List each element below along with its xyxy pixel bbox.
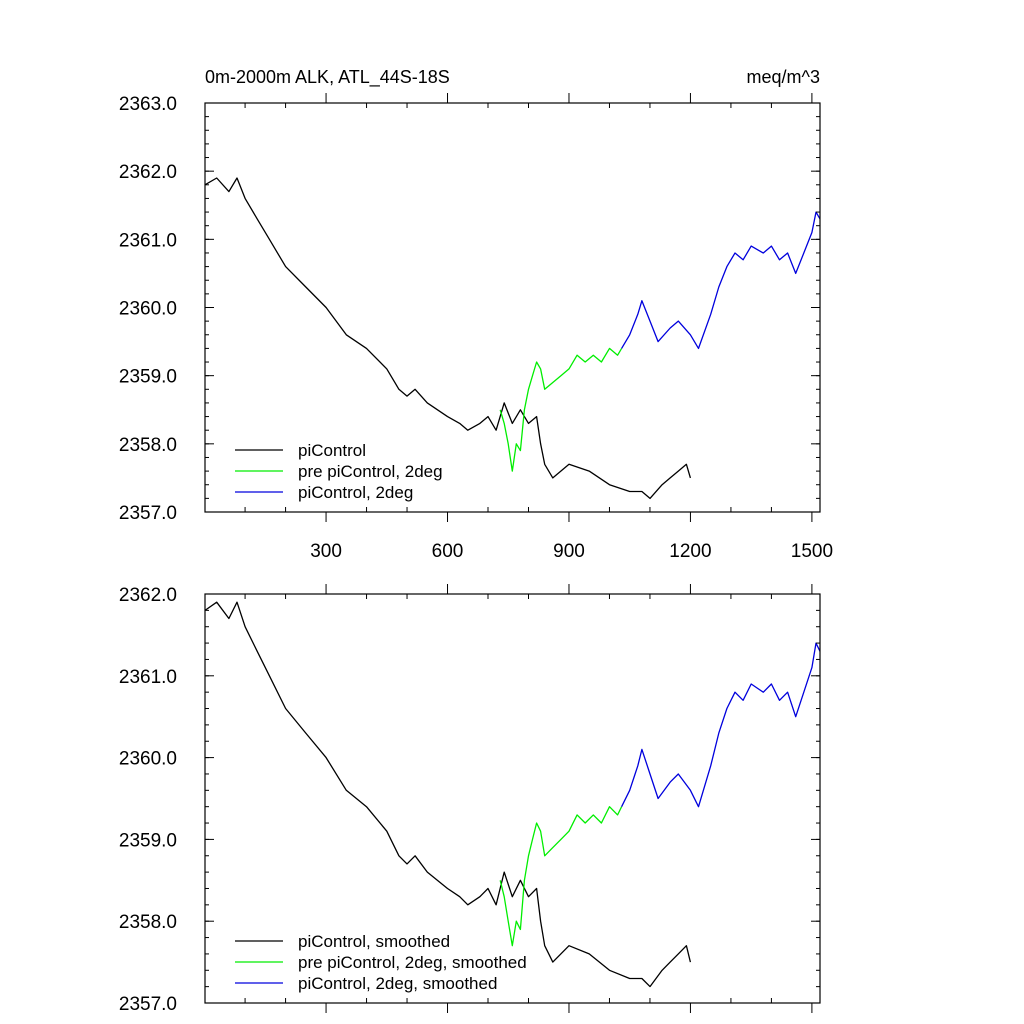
legend-label: pre piControl, 2deg	[298, 462, 443, 481]
legend-label: piControl, 2deg, smoothed	[298, 974, 497, 993]
y-tick-label: 2362.0	[119, 585, 177, 606]
y-tick-label: 2362.0	[119, 162, 177, 183]
series-line-0-1	[499, 347, 623, 472]
bottom-panel: 2357.0 2358.0 2359.0 2360.0 2361.0 2362.0 piCo…	[119, 584, 821, 1015]
x-tick-label: 300	[310, 541, 342, 562]
legend-label: piControl, 2deg	[298, 483, 413, 502]
series-line-1-1	[499, 806, 623, 947]
y-tick-label: 2357.0	[119, 994, 177, 1015]
y-tick-label: 2360.0	[119, 749, 177, 770]
y-tick-label: 2363.0	[119, 94, 177, 115]
y-tick-label: 2359.0	[119, 830, 177, 851]
plot-frame	[204, 593, 821, 1004]
x-tick-label: 600	[432, 541, 464, 562]
y-tick-label: 2357.0	[119, 503, 177, 524]
y-tick-label: 2361.0	[119, 230, 177, 251]
units-label: meq/m^3	[747, 67, 820, 87]
legend-label: pre piControl, 2deg, smoothed	[298, 953, 527, 972]
y-tick-label: 2360.0	[119, 299, 177, 320]
y-tick-label: 2359.0	[119, 367, 177, 388]
series-line-0-0	[204, 177, 692, 500]
series-line-1-2	[621, 642, 821, 808]
legend-label: piControl	[298, 441, 366, 460]
y-tick-label: 2358.0	[119, 435, 177, 456]
series-line-1-0	[204, 601, 692, 988]
y-tick-label: 2358.0	[119, 912, 177, 933]
x-tick-label: 1200	[669, 541, 711, 562]
x-tick-label: 900	[553, 541, 585, 562]
y-tick-label: 2361.0	[119, 667, 177, 688]
series-line-0-2	[621, 211, 821, 350]
x-tick-label: 1500	[791, 541, 833, 562]
chart-title: 0m-2000m ALK, ATL_44S-18S	[205, 67, 450, 88]
legend-label: piControl, smoothed	[298, 932, 450, 951]
top-panel: 2357.0 2358.0 2359.0 2360.0 2361.0 2362.0 2363…	[119, 93, 833, 562]
